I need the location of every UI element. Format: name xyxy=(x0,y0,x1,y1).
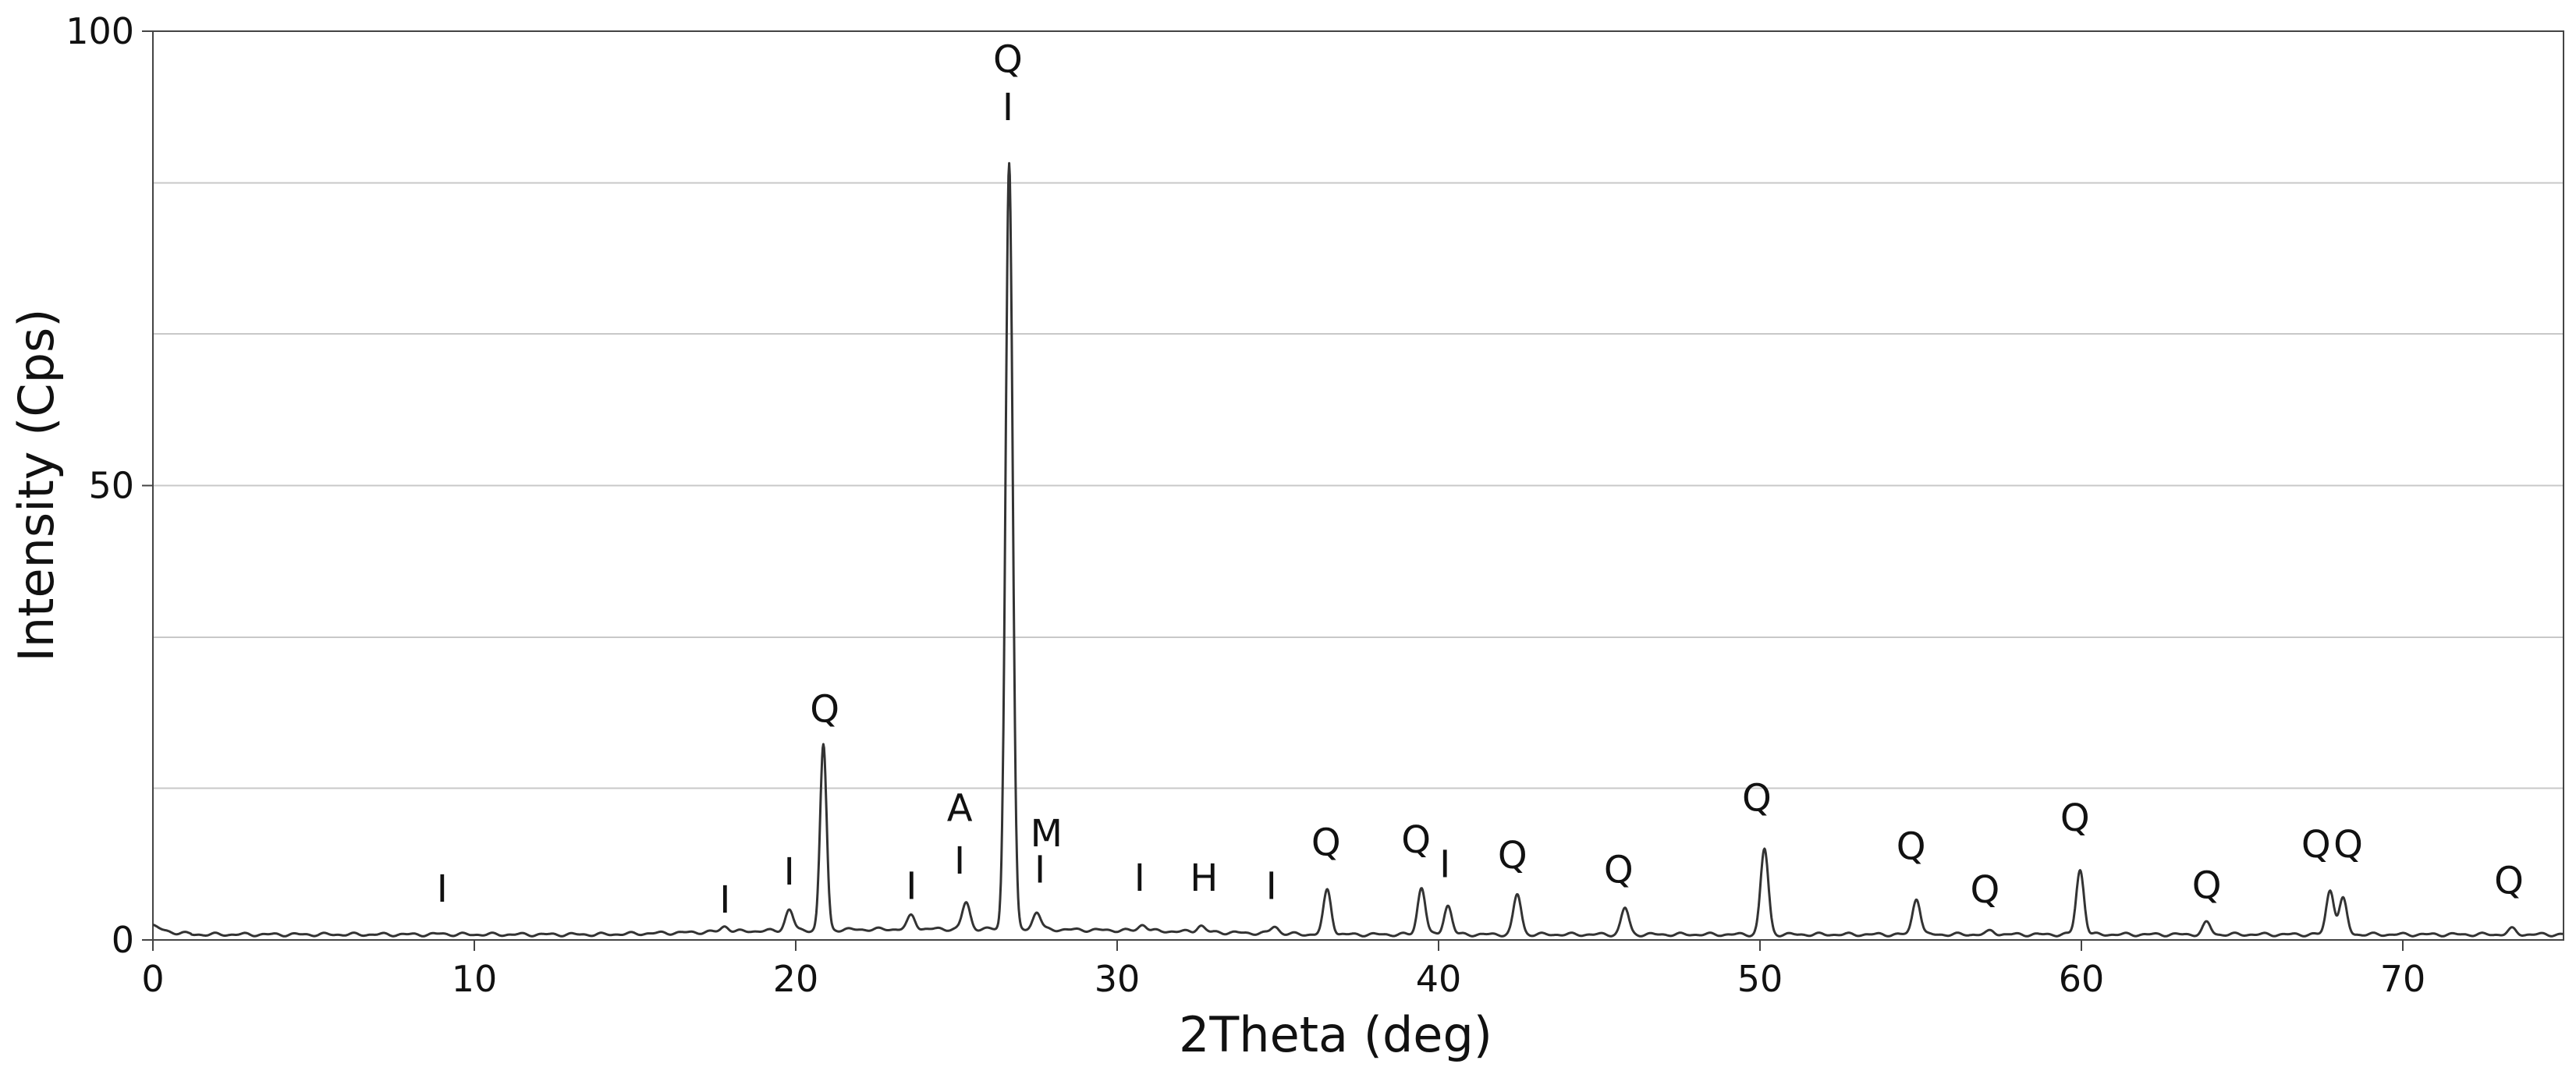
peak-label: Q xyxy=(2494,860,2524,903)
peak-label: I xyxy=(1134,856,1145,900)
peak-label: Q xyxy=(1971,868,2000,912)
peak-label: I xyxy=(1266,865,1277,909)
x-axis-title: 2Theta (deg) xyxy=(1179,1006,1492,1063)
peak-label: M xyxy=(1031,812,1063,856)
peak-label: I xyxy=(1439,843,1450,887)
y-tick-label: 50 xyxy=(88,465,134,507)
peak-label: I xyxy=(1034,849,1045,892)
peak-label: I xyxy=(1002,86,1013,129)
peak-label: Q xyxy=(1401,818,1431,862)
diffraction-pattern-line xyxy=(152,161,2564,938)
x-tick-label: 10 xyxy=(452,958,498,1000)
peak-label: I xyxy=(784,850,795,894)
peak-label: I xyxy=(906,865,917,909)
peak-label: A xyxy=(947,786,973,830)
peak-label: Q xyxy=(993,37,1023,81)
peak-label: Q xyxy=(1604,849,1634,892)
peak-label: Q xyxy=(810,687,839,731)
y-axis-title: Intensity (Cps) xyxy=(8,309,65,662)
peak-label: Q xyxy=(1498,834,1528,878)
peak-label: Q xyxy=(1311,821,1341,865)
peak-label: Q xyxy=(1897,824,1926,868)
peak-label: I xyxy=(437,867,448,911)
peak-label: Q xyxy=(2333,823,2363,867)
x-tick-label: 60 xyxy=(2059,958,2105,1000)
y-tick-label: 100 xyxy=(66,10,134,52)
x-tick-label: 50 xyxy=(1737,958,1783,1000)
gridlines xyxy=(153,30,2564,941)
x-tick-label: 20 xyxy=(773,958,819,1000)
peak-label: Q xyxy=(2060,796,2090,840)
x-tick-label: 70 xyxy=(2380,958,2426,1000)
peak-label: H xyxy=(1190,856,1218,900)
peak-label: Q xyxy=(1742,777,1772,821)
peak-label: Q xyxy=(2192,863,2222,907)
y-tick-label: 0 xyxy=(112,919,134,961)
peak-label: Q xyxy=(2301,823,2331,867)
x-tick-label: 40 xyxy=(1416,958,1462,1000)
peak-label: I xyxy=(954,839,965,883)
x-tick-label: 30 xyxy=(1095,958,1141,1000)
axis-ticks: 0 10 20 30 40 50 60 70 0 50 100 xyxy=(66,10,2425,1000)
x-tick-label: 0 xyxy=(141,958,164,1000)
peak-label: I xyxy=(719,878,730,922)
